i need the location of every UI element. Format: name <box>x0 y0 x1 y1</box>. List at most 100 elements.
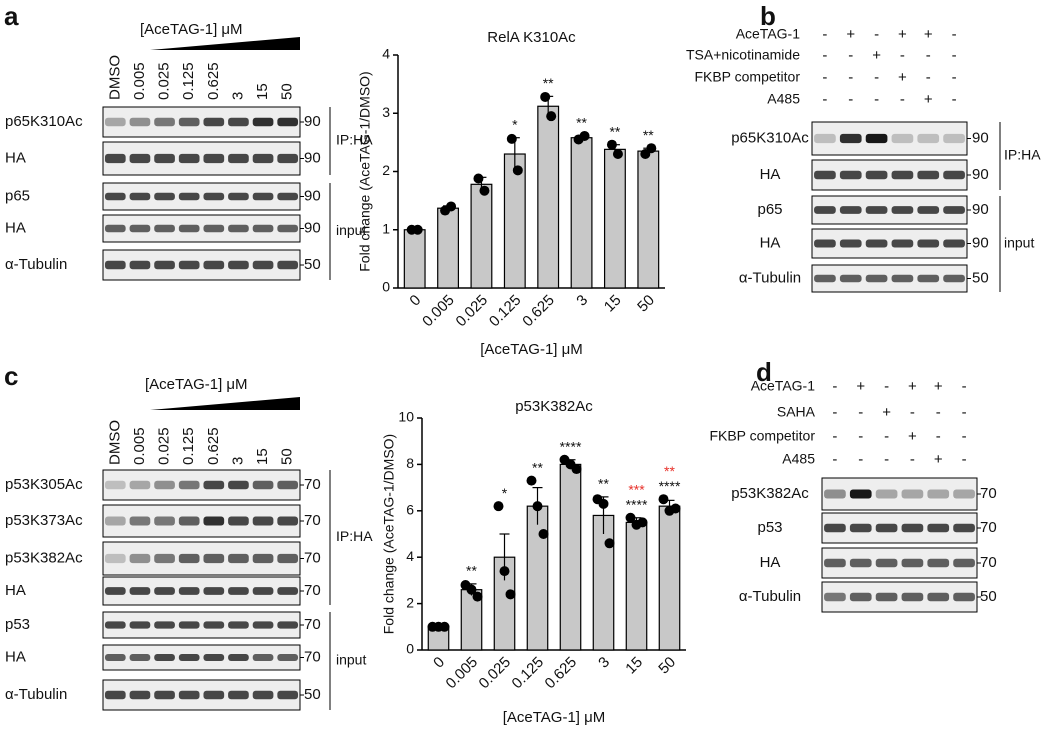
treatment-sign: - <box>952 69 957 86</box>
mw-label: 70 <box>304 648 321 665</box>
treatment-sign: - <box>858 404 863 421</box>
significance-red: ** <box>664 463 675 479</box>
blot-band <box>814 274 836 283</box>
treatment-sign: - <box>858 451 863 468</box>
replicate-point <box>505 589 516 600</box>
blot-band <box>252 153 274 164</box>
lane-label: 0.625 <box>205 427 222 465</box>
x-tick-label: 0.005 <box>443 654 482 693</box>
row-label: HA <box>760 166 781 183</box>
blot-band <box>865 133 888 144</box>
blot-band <box>277 153 299 164</box>
replicate-point <box>479 185 490 196</box>
row-label: HA <box>5 149 26 166</box>
mw-label: 90 <box>304 149 321 166</box>
blot-band <box>927 523 950 533</box>
treatment-sign: - <box>910 404 915 421</box>
treatment-sign: + <box>856 378 865 395</box>
significance: ** <box>543 75 554 91</box>
blot-band <box>203 480 225 490</box>
blot-band <box>891 170 914 180</box>
blot-band <box>203 516 225 526</box>
blot-band <box>154 516 175 526</box>
blot-band <box>277 516 299 526</box>
treatment-label: A485 <box>767 91 800 107</box>
lane-label: 3 <box>229 457 246 465</box>
blot-band <box>277 654 299 661</box>
x-axis-label: [AceTAG-1] μM <box>503 709 606 726</box>
treatment-sign: + <box>898 26 907 43</box>
blot-band <box>927 592 950 602</box>
replicate-point <box>598 498 609 509</box>
treatment-sign: - <box>884 428 889 445</box>
bar <box>403 229 426 289</box>
blot-strip <box>821 581 978 613</box>
blot-band <box>104 587 126 595</box>
blot-band <box>154 553 175 564</box>
panel-letter: c <box>4 361 18 391</box>
blot-band <box>154 260 175 270</box>
treatment-sign: - <box>900 47 905 64</box>
blot-band <box>154 224 175 233</box>
blot-band <box>154 587 175 595</box>
treatment-sign: - <box>832 428 837 445</box>
mw-label: 50 <box>972 269 989 286</box>
blot-band <box>154 480 175 490</box>
replicate-point <box>646 143 657 154</box>
mw-label: 50 <box>980 588 997 605</box>
bar <box>658 505 681 651</box>
blot-band <box>943 170 965 180</box>
treatment-sign: - <box>926 47 931 64</box>
mw-label: 70 <box>304 616 321 633</box>
blot-band <box>228 516 249 526</box>
treatment-sign: - <box>962 428 967 445</box>
panel-letter: d <box>756 357 772 387</box>
blot-band <box>277 192 299 201</box>
blot-band <box>252 587 274 595</box>
blot-band <box>203 117 225 127</box>
blot-strip <box>821 477 978 511</box>
panel-letter: b <box>760 1 776 31</box>
blot-band <box>839 239 862 248</box>
blot-band <box>252 260 274 270</box>
treatment-sign: + <box>898 69 907 86</box>
blot-band <box>129 117 151 127</box>
blot-strip <box>811 159 968 191</box>
blot-band <box>129 153 151 164</box>
blot-band <box>824 523 846 533</box>
blot-band <box>901 558 924 568</box>
treatment-label: SAHA <box>777 404 816 420</box>
replicate-point <box>493 501 504 512</box>
blot-band <box>839 170 862 180</box>
x-tick-label: 0.025 <box>476 654 515 693</box>
mw-label: 70 <box>980 519 997 536</box>
treatment-sign: + <box>934 378 943 395</box>
blot-band <box>228 690 249 700</box>
concentration-header: [AceTAG-1] μM <box>145 376 248 393</box>
lane-label: 0.005 <box>131 427 148 465</box>
row-label: α-Tubulin <box>739 588 801 605</box>
mw-label: 90 <box>304 187 321 204</box>
replicate-point <box>473 173 484 184</box>
replicate-point <box>538 529 549 539</box>
blot-band <box>252 480 274 490</box>
blot-band <box>277 690 299 700</box>
blot-band <box>252 553 274 564</box>
lane-label: 0.125 <box>180 62 197 100</box>
blot-band <box>154 654 175 661</box>
blot-band <box>178 553 200 564</box>
row-label: α-Tubulin <box>5 686 67 703</box>
row-label: p53K305Ac <box>5 476 83 493</box>
bar <box>592 514 615 651</box>
replicate-point <box>439 621 450 632</box>
treatment-sign: + <box>872 47 881 64</box>
blot-band <box>875 523 898 533</box>
lane-label: 0.625 <box>205 62 222 100</box>
blot-band <box>203 621 225 629</box>
treatment-sign: - <box>874 91 879 108</box>
group-label: IP:HA <box>336 528 373 544</box>
blot-band <box>277 260 299 270</box>
x-tick-label: 15 <box>601 292 625 316</box>
treatment-sign: - <box>884 378 889 395</box>
lane-label: 50 <box>279 448 296 465</box>
